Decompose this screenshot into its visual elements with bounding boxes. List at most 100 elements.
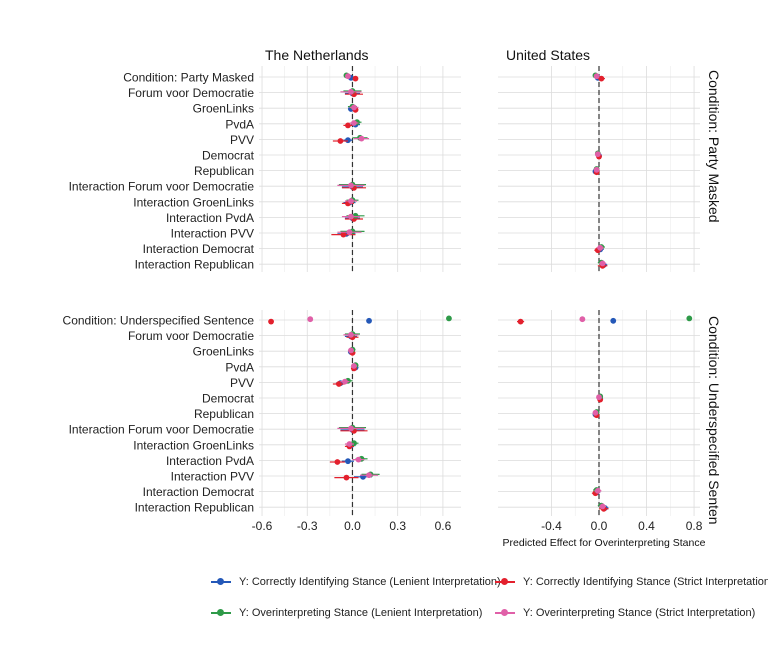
estimate-point	[579, 316, 586, 323]
estimate-point	[352, 212, 359, 219]
y-tick-label: Interaction Democrat	[143, 485, 255, 499]
estimate-point	[597, 244, 604, 251]
estimate-point	[358, 135, 365, 142]
estimate-point	[345, 137, 351, 144]
estimate-point	[593, 73, 600, 80]
estimate-point	[366, 472, 372, 479]
y-tick-label: Interaction Republican	[135, 501, 254, 515]
x-tick-label: 0.6	[435, 519, 452, 533]
estimate-point	[594, 151, 601, 158]
x-axis-label: Predicted Effect for Overinterpreting St…	[503, 537, 706, 549]
legend-label-correct-strict: Y: Correctly Identifying Stance (Strict …	[523, 576, 768, 588]
legend-key-over-strict	[495, 608, 515, 618]
row-strip-label-underspecified: Condition: Underspecified Senten	[706, 316, 722, 525]
estimate-point	[446, 315, 452, 322]
estimate-point	[345, 458, 351, 465]
legend-item-correct-lenient: Y: Correctly Identifying Stance (Lenient…	[211, 576, 501, 588]
estimate-point	[594, 487, 601, 494]
estimate-point	[517, 318, 524, 325]
estimate-point	[342, 378, 348, 385]
estimate-point	[351, 120, 357, 126]
estimate-point	[348, 88, 354, 95]
y-tick-label: Interaction GroenLinks	[133, 195, 254, 209]
estimate-point	[351, 104, 357, 111]
estimate-point	[346, 441, 353, 447]
y-tick-label: Forum voor Democratie	[128, 86, 254, 100]
estimate-point	[355, 456, 362, 463]
y-tick-label: PvdA	[225, 117, 254, 131]
legend-key-over-lenient	[211, 608, 231, 618]
estimate-point	[343, 474, 350, 481]
estimate-point	[335, 381, 342, 387]
estimate-point	[268, 318, 274, 325]
y-tick-label: Condition: Party Masked	[123, 71, 254, 85]
estimate-point	[596, 394, 602, 401]
y-tick-label: PVV	[230, 133, 254, 147]
estimate-point	[599, 260, 606, 267]
y-tick-label: Forum voor Democratie	[128, 329, 254, 343]
y-tick-label: Interaction PVV	[171, 470, 254, 484]
estimate-point	[593, 166, 600, 173]
estimate-point	[345, 73, 351, 80]
x-tick-label: -0.3	[297, 519, 318, 533]
y-tick-label: Interaction Republican	[135, 258, 254, 272]
legend-key-correct-strict	[495, 577, 515, 587]
estimate-point	[348, 213, 354, 220]
y-tick-label: Interaction Forum voor Democratie	[69, 180, 255, 194]
x-tick-label: -0.6	[252, 519, 273, 533]
estimate-point	[610, 317, 617, 324]
y-tick-label: Interaction Forum voor Democratie	[69, 423, 255, 437]
row-strip-label-party-masked: Condition: Party Masked	[706, 70, 722, 223]
estimate-point	[348, 331, 354, 338]
x-tick-label: 0.0	[591, 519, 608, 533]
estimate-point	[599, 503, 606, 510]
y-tick-label: Interaction PVV	[171, 227, 254, 241]
y-tick-label: PVV	[230, 376, 254, 390]
column-title-united-states: United States	[506, 47, 590, 63]
estimate-point	[334, 459, 341, 465]
y-tick-label: Condition: Underspecified Sentence	[63, 314, 255, 328]
y-tick-label: Democrat	[202, 149, 255, 163]
estimate-point	[348, 198, 354, 204]
y-tick-label: Interaction GroenLinks	[133, 438, 254, 452]
x-tick-label: -0.4	[541, 519, 562, 533]
estimate-point	[592, 409, 599, 416]
y-tick-label: Interaction PvdA	[166, 454, 254, 468]
legend-label-over-lenient: Y: Overinterpreting Stance (Lenient Inte…	[239, 607, 483, 619]
estimate-point	[348, 347, 354, 354]
estimate-point	[351, 363, 357, 369]
estimate-point	[348, 182, 354, 189]
estimate-point	[307, 316, 314, 323]
estimate-point	[598, 75, 605, 82]
y-tick-label: Interaction Democrat	[143, 242, 255, 256]
x-tick-label: 0.3	[389, 519, 406, 533]
y-tick-label: Democrat	[202, 392, 255, 406]
y-tick-label: GroenLinks	[193, 102, 254, 116]
y-tick-label: GroenLinks	[193, 345, 254, 359]
legend-label-over-strict: Y: Overinterpreting Stance (Strict Inter…	[523, 607, 756, 619]
estimate-point	[686, 315, 693, 322]
y-tick-label: Interaction PvdA	[166, 211, 254, 225]
estimate-point	[340, 231, 347, 238]
y-tick-label: Republican	[194, 407, 254, 421]
y-tick-label: Republican	[194, 164, 254, 178]
legend-item-over-lenient: Y: Overinterpreting Stance (Lenient Inte…	[211, 607, 482, 619]
legend-item-correct-strict: Y: Correctly Identifying Stance (Strict …	[495, 576, 768, 588]
legend-item-over-strict: Y: Overinterpreting Stance (Strict Inter…	[495, 607, 755, 619]
x-tick-label: 0.4	[638, 519, 655, 533]
panel-the-netherlands-condition-underspecified-sentence: Condition: Underspecified SentenceForum …	[63, 310, 461, 533]
column-title-netherlands: The Netherlands	[265, 47, 369, 63]
panel-united-states-condition-underspecified-sentence: -0.4 0.0 0.4 0.8	[498, 310, 703, 533]
estimate-point	[351, 440, 357, 447]
estimate-point	[352, 75, 359, 82]
legend-label-correct-lenient: Y: Correctly Identifying Stance (Lenient…	[239, 576, 501, 588]
estimate-point	[337, 138, 344, 144]
legend-key-correct-lenient	[211, 577, 231, 587]
x-tick-label: 0.8	[686, 519, 703, 533]
y-tick-label: PvdA	[225, 360, 254, 374]
panel-united-states-condition-party-masked	[498, 66, 700, 272]
estimate-point	[348, 425, 354, 432]
